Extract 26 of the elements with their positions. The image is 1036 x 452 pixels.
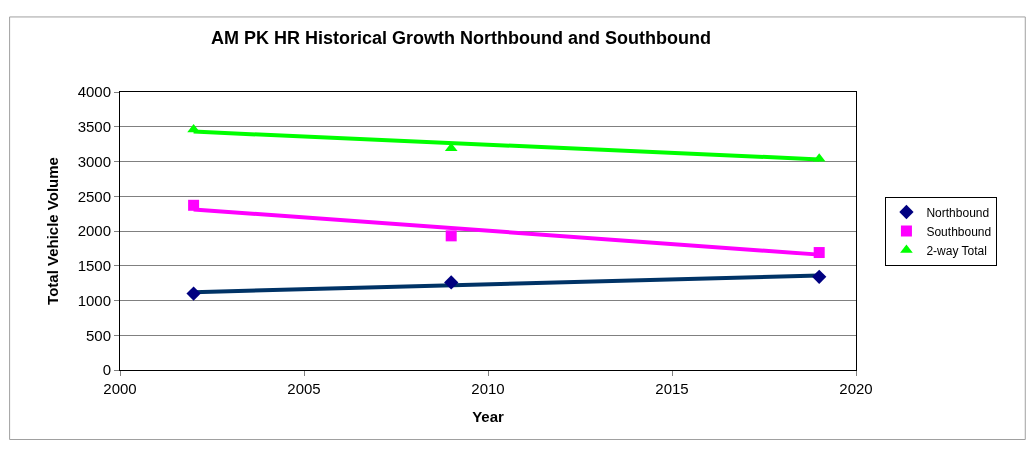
y-tick-label: 2000 xyxy=(77,222,111,240)
x-tick-label: 2015 xyxy=(655,380,689,397)
point xyxy=(813,247,825,259)
legend-label: 2-way Total xyxy=(926,243,987,258)
y-tick-label: 3000 xyxy=(77,152,111,170)
y-axis-title: Total Vehicle Volume xyxy=(43,157,61,305)
point xyxy=(812,269,827,285)
legend-label: Northbound xyxy=(926,205,990,220)
x-tick-label: 2005 xyxy=(287,380,321,397)
legend-label: Southbound xyxy=(926,224,992,239)
y-tick-label: 1000 xyxy=(77,291,111,309)
y-tick-label: 0 xyxy=(102,361,111,379)
y-tick-label: 3500 xyxy=(77,118,111,135)
point xyxy=(188,199,200,211)
point xyxy=(186,286,201,301)
y-tick-label: 2500 xyxy=(77,187,111,205)
x-tick-label: 2020 xyxy=(839,380,873,397)
y-tick-label: 4000 xyxy=(77,83,111,101)
x-tick-label: 2010 xyxy=(471,380,505,397)
y-tick-label: 500 xyxy=(85,326,111,344)
point xyxy=(445,230,457,242)
chart-title: AM PK HR Historical Growth Northbound and Southbound xyxy=(211,28,711,49)
x-axis-title: Year xyxy=(472,408,505,425)
point xyxy=(444,275,459,290)
x-tick-label: 2000 xyxy=(103,380,137,397)
y-tick-label: 1500 xyxy=(77,257,111,274)
